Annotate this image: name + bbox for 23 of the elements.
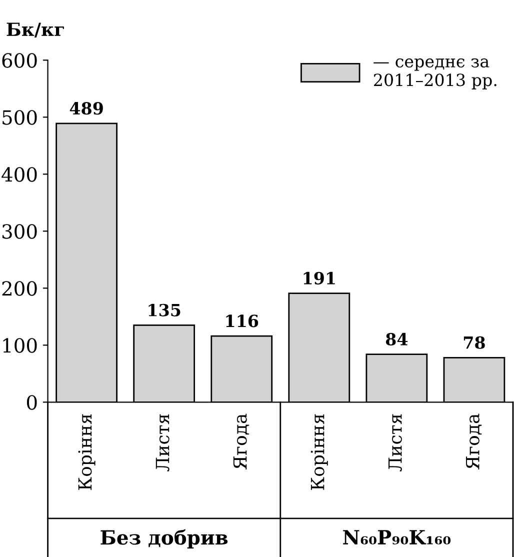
- data-label: 191: [304, 272, 335, 284]
- y-tick-label: 0: [26, 395, 37, 410]
- y-tick-label: 400: [2, 167, 37, 182]
- legend-label: — середнє за 2011–2013 рр.: [374, 58, 496, 90]
- y-tick-label: 600: [2, 53, 37, 68]
- y-axis-title: Бк/кг: [6, 22, 64, 38]
- text: Без добрив: [100, 529, 228, 549]
- data-label: 135: [148, 304, 180, 316]
- y-tick-label: 100: [3, 338, 37, 353]
- x-tick-label: Коріння: [78, 414, 96, 490]
- x-tick-label: Листя: [156, 414, 170, 472]
- x-tick-label: Коріння: [310, 414, 328, 490]
- x-tick-label: Листя: [388, 414, 402, 472]
- data-label: 84: [386, 332, 408, 346]
- text: N₆₀P₉₀K₁₆₀: [343, 530, 451, 544]
- data-label: 489: [70, 102, 103, 115]
- y-tick-label: 500: [2, 110, 37, 125]
- data-label: 78: [464, 336, 485, 349]
- x-tick-label: Ягода: [466, 414, 482, 470]
- y-tick-label: 200: [2, 281, 37, 296]
- data-label: 116: [226, 314, 258, 328]
- x-tick-label: Ягода: [233, 414, 250, 470]
- y-tick-label: 300: [2, 224, 37, 239]
